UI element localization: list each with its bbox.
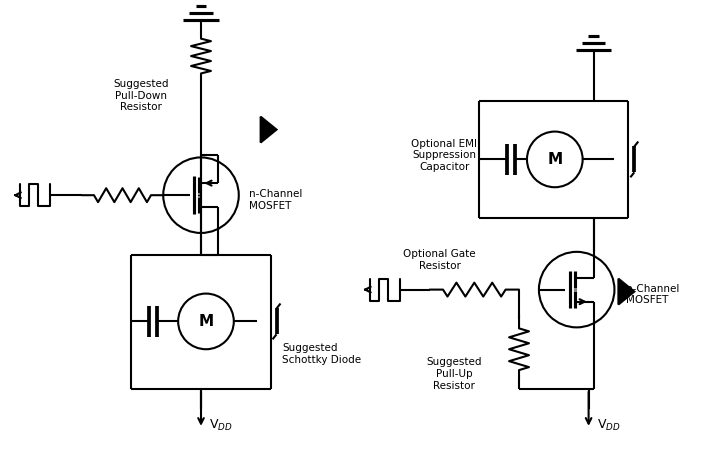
Text: p-Channel
MOSFET: p-Channel MOSFET (627, 284, 680, 305)
Text: Suggested
Pull-Up
Resistor: Suggested Pull-Up Resistor (427, 358, 482, 391)
Text: Suggested
Pull-Down
Resistor: Suggested Pull-Down Resistor (114, 79, 169, 112)
Text: Optional Gate
Resistor: Optional Gate Resistor (403, 249, 476, 271)
Text: V$_{DD}$: V$_{DD}$ (209, 418, 232, 433)
Text: Suggested
Schottky Diode: Suggested Schottky Diode (282, 343, 362, 365)
Text: M: M (198, 314, 213, 329)
Text: M: M (547, 152, 563, 167)
Text: n-Channel
MOSFET: n-Channel MOSFET (249, 189, 302, 211)
Text: Optional EMI
Suppression
Capacitor: Optional EMI Suppression Capacitor (412, 139, 478, 172)
Polygon shape (619, 279, 635, 304)
Text: V$_{DD}$: V$_{DD}$ (597, 418, 620, 433)
Polygon shape (261, 117, 277, 143)
